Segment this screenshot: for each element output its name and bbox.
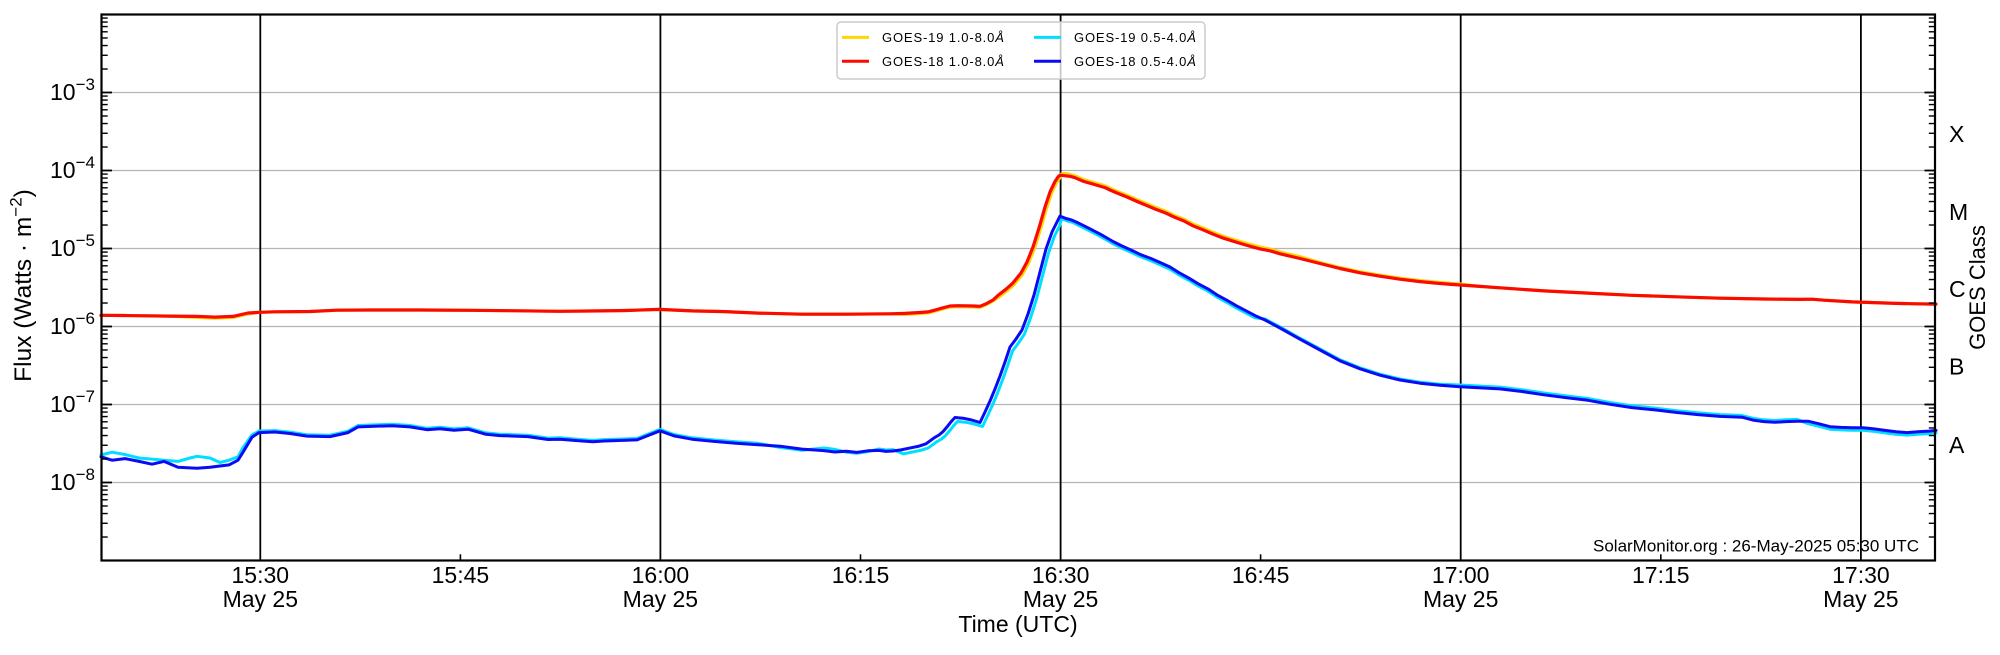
svg-text:May 25: May 25 [1023,586,1098,612]
svg-text:GOES Class: GOES Class [1965,225,1990,350]
svg-text:17:00: 17:00 [1432,562,1490,588]
svg-text:Time (UTC): Time (UTC) [958,611,1077,637]
svg-text:16:00: 16:00 [632,562,690,588]
svg-text:GOES-19 1.0-8.0Å: GOES-19 1.0-8.0Å [882,30,1005,45]
svg-text:May 25: May 25 [623,586,698,612]
svg-text:May 25: May 25 [1423,586,1498,612]
svg-text:15:30: 15:30 [232,562,290,588]
svg-text:17:15: 17:15 [1632,562,1690,588]
svg-text:GOES-19 0.5-4.0Å: GOES-19 0.5-4.0Å [1074,30,1197,45]
svg-text:17:30: 17:30 [1832,562,1890,588]
svg-text:16:30: 16:30 [1032,562,1090,588]
svg-text:GOES-18 1.0-8.0Å: GOES-18 1.0-8.0Å [882,54,1005,69]
svg-text:B: B [1949,354,1964,380]
svg-text:May 25: May 25 [223,586,298,612]
svg-text:GOES-18 0.5-4.0Å: GOES-18 0.5-4.0Å [1074,54,1197,69]
svg-text:16:45: 16:45 [1232,562,1290,588]
svg-text:10−5: 10−5 [50,231,95,261]
svg-text:SolarMonitor.org : 26-May-2025: SolarMonitor.org : 26-May-2025 05:30 UTC [1593,537,1919,556]
svg-text:Flux (Watts · m−2): Flux (Watts · m−2) [7,189,38,382]
svg-text:C: C [1949,276,1966,302]
svg-text:16:15: 16:15 [832,562,890,588]
svg-text:May 25: May 25 [1823,586,1898,612]
svg-text:X: X [1949,121,1964,147]
svg-text:A: A [1949,432,1965,458]
svg-text:M: M [1949,199,1968,225]
svg-text:10−7: 10−7 [50,387,95,417]
svg-text:15:45: 15:45 [432,562,490,588]
